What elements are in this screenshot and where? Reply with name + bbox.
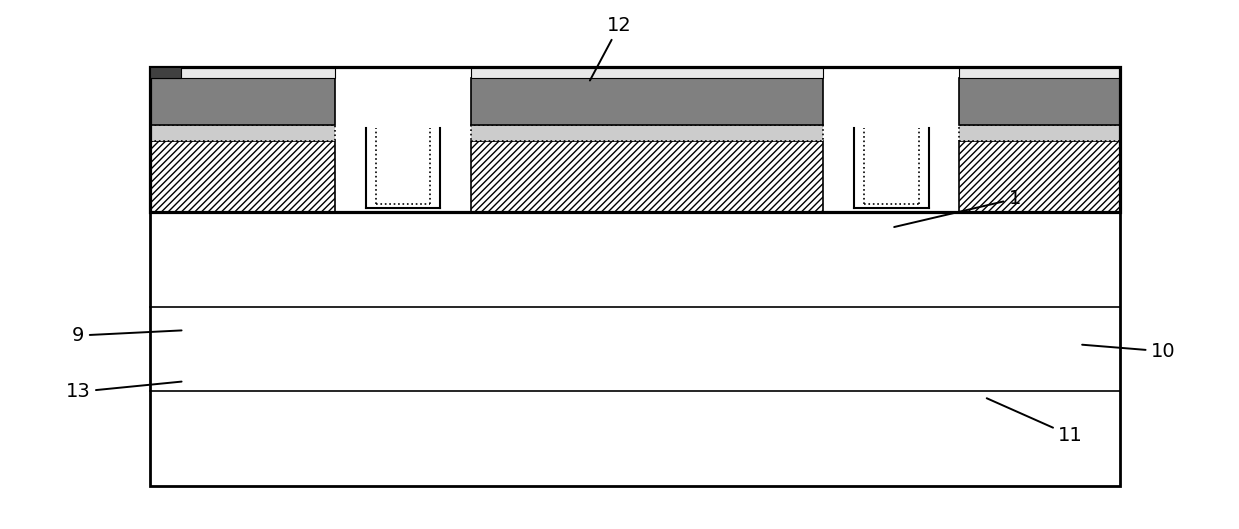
Bar [150, 67, 181, 78]
Bar [150, 78, 336, 125]
Text: 12: 12 [590, 15, 632, 80]
Bar [959, 141, 1120, 212]
Bar [375, 127, 430, 204]
Bar [471, 141, 824, 212]
Bar [150, 67, 1120, 212]
Bar [471, 78, 824, 125]
Bar [150, 125, 336, 141]
Text: 13: 13 [66, 381, 182, 402]
Bar [150, 67, 336, 78]
Text: 1: 1 [895, 189, 1021, 227]
Text: 9: 9 [72, 326, 182, 345]
Bar [959, 125, 1120, 141]
Text: 10: 10 [1082, 342, 1176, 361]
Bar [865, 127, 918, 204]
Bar [471, 67, 824, 78]
Bar [150, 141, 336, 212]
Bar [150, 212, 1120, 486]
Bar [959, 78, 1120, 125]
Text: 11: 11 [986, 398, 1083, 445]
Bar [471, 125, 824, 141]
Bar [366, 127, 440, 208]
Bar [855, 127, 928, 208]
Bar [959, 67, 1120, 78]
